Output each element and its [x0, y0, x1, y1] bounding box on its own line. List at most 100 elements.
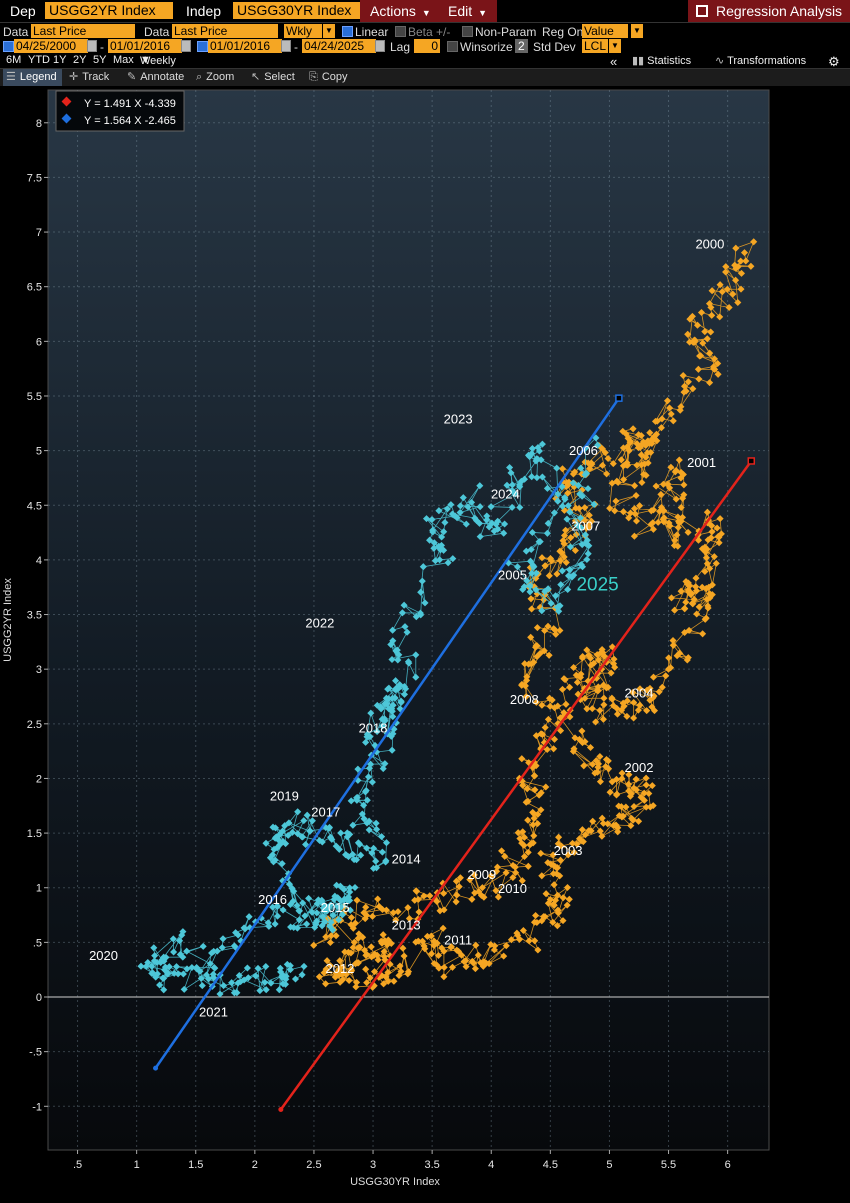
data-point — [372, 819, 380, 827]
beta-checkbox[interactable] — [395, 26, 406, 37]
year-label: 2002 — [625, 760, 654, 775]
x-axis: .5 1 1.5 2 2.5 3 3.5 4 4.5 5 5.5 6 — [73, 1150, 731, 1171]
data-point — [571, 546, 579, 555]
gear-icon[interactable]: ⚙ — [828, 54, 840, 69]
statistics-button[interactable]: ▮▮ Statistics — [632, 54, 691, 67]
period-6m[interactable]: 6M — [6, 54, 22, 66]
data-point — [350, 938, 358, 946]
data-point — [388, 707, 396, 715]
data-point — [384, 968, 392, 976]
popout-icon[interactable] — [696, 5, 708, 17]
dep-ticker-input[interactable]: USGG2YR Index — [45, 2, 173, 19]
data-point — [594, 656, 602, 664]
data-point — [284, 831, 292, 839]
data-point — [522, 547, 530, 555]
data-point — [551, 863, 559, 871]
regression-chart[interactable]: -1-.50.511.522.533.544.555.566.577.58 .5… — [0, 86, 850, 1200]
data-point — [684, 378, 692, 386]
period-5y[interactable]: 5Y — [93, 54, 107, 66]
calendar-icon[interactable] — [375, 40, 385, 52]
data-point — [417, 611, 425, 619]
grid — [48, 90, 769, 1150]
data-point — [476, 482, 484, 490]
data-point — [646, 429, 654, 437]
range2-start-input[interactable]: 01/01/2016 — [208, 39, 282, 53]
data-point — [535, 791, 543, 799]
copy-tool[interactable]: ⎘ Copy — [306, 69, 353, 86]
lag-input[interactable]: 0 — [414, 39, 440, 53]
collapse-icon[interactable]: « — [610, 54, 618, 69]
calendar-icon[interactable] — [281, 40, 291, 52]
frequency-select[interactable]: Wkly — [284, 24, 322, 38]
data-point — [494, 517, 502, 525]
data-point — [526, 582, 534, 590]
period-1y[interactable]: 1Y — [53, 54, 67, 66]
data-point — [519, 926, 527, 935]
data-point — [538, 701, 546, 709]
data-point — [363, 819, 371, 827]
data-point — [671, 606, 679, 614]
period-2y[interactable]: 2Y — [73, 54, 87, 66]
range1-checkbox[interactable] — [3, 41, 14, 52]
period-frequency-select[interactable]: Weekly ▼ — [140, 54, 176, 67]
data1-select[interactable]: Last Price — [31, 24, 135, 38]
transformations-button[interactable]: ∿ Transformations — [715, 54, 806, 67]
data-point — [677, 587, 685, 595]
annotate-tool[interactable]: ✎ Annotate — [124, 69, 189, 86]
data-point — [520, 475, 529, 483]
legend-box[interactable]: Y = 1.491 X -4.339 Y = 1.564 X -2.465 — [55, 90, 185, 132]
data-point — [532, 911, 540, 920]
range2-end-input[interactable]: 04/24/2025 — [302, 39, 376, 53]
data-point — [426, 536, 434, 544]
calendar-icon[interactable] — [87, 40, 97, 52]
range2-checkbox[interactable] — [197, 41, 208, 52]
stddev-dropdown-icon[interactable]: ▼ — [608, 39, 621, 53]
stddev-select[interactable]: LCL — [582, 39, 610, 53]
winsorize-input[interactable]: 2 — [515, 39, 528, 53]
data-point — [604, 683, 612, 691]
data-point — [543, 529, 551, 537]
regon-select[interactable]: Value — [582, 24, 628, 38]
data-point — [569, 479, 577, 487]
data-point — [666, 522, 674, 530]
data-point — [178, 931, 186, 939]
data-point — [578, 563, 587, 571]
frequency-dropdown-icon[interactable]: ▼ — [322, 24, 335, 38]
linear-checkbox[interactable] — [342, 26, 353, 37]
data-point — [535, 538, 543, 546]
data-point — [333, 902, 341, 910]
y-tick-label: 7.5 — [27, 172, 42, 184]
data-point — [646, 684, 654, 692]
select-tool[interactable]: ↖ Select — [248, 69, 300, 86]
data-point — [541, 562, 549, 570]
legend-tool[interactable]: ☰ Legend — [3, 69, 62, 86]
data2-select[interactable]: Last Price — [172, 24, 278, 38]
period-max[interactable]: Max — [113, 54, 134, 66]
calendar-icon[interactable] — [181, 40, 191, 52]
winsorize-checkbox[interactable] — [447, 41, 458, 52]
range1-start-input[interactable]: 04/25/2000 — [14, 39, 88, 53]
data-point — [520, 852, 529, 861]
data-point — [684, 528, 692, 536]
period-ytd[interactable]: YTD — [28, 54, 50, 66]
data-point — [278, 860, 286, 868]
zoom-tool[interactable]: ⌕ Zoom — [193, 69, 239, 86]
data-point — [618, 769, 626, 777]
track-tool[interactable]: ✛ Track — [66, 69, 114, 86]
y-tick-label: -1 — [32, 1101, 42, 1113]
regon-dropdown-icon[interactable]: ▼ — [630, 24, 643, 38]
data-point — [325, 823, 334, 831]
data-point — [658, 415, 666, 423]
data-point — [596, 752, 604, 761]
data-point — [364, 773, 373, 781]
data-point — [346, 884, 354, 892]
data-point — [677, 468, 685, 477]
actions-menu-button[interactable]: Actions ▼ — [360, 0, 441, 22]
edit-menu-button[interactable]: Edit ▼ — [438, 0, 498, 22]
data-point — [707, 303, 715, 311]
indep-ticker-input[interactable]: USGG30YR Index — [233, 2, 361, 19]
data-point — [320, 906, 328, 914]
range1-end-input[interactable]: 01/01/2016 — [108, 39, 182, 53]
nonparam-checkbox[interactable] — [462, 26, 473, 37]
data-point — [581, 694, 589, 702]
